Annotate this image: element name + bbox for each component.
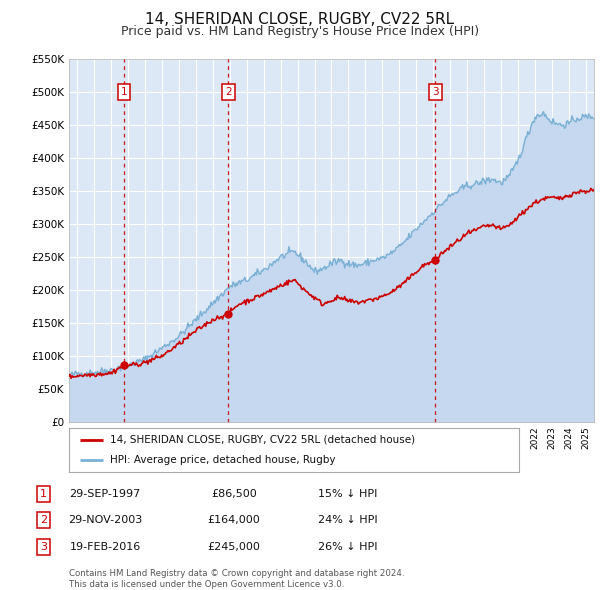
Text: £164,000: £164,000	[208, 516, 260, 525]
Text: 14, SHERIDAN CLOSE, RUGBY, CV22 5RL: 14, SHERIDAN CLOSE, RUGBY, CV22 5RL	[145, 12, 455, 27]
Text: 26% ↓ HPI: 26% ↓ HPI	[318, 542, 378, 552]
Text: 19-FEB-2016: 19-FEB-2016	[70, 542, 140, 552]
Text: Price paid vs. HM Land Registry's House Price Index (HPI): Price paid vs. HM Land Registry's House …	[121, 25, 479, 38]
Text: 29-NOV-2003: 29-NOV-2003	[68, 516, 142, 525]
Text: 2: 2	[40, 516, 47, 525]
Text: HPI: Average price, detached house, Rugby: HPI: Average price, detached house, Rugb…	[110, 455, 335, 465]
Text: 1: 1	[40, 489, 47, 499]
Text: 1: 1	[121, 87, 127, 97]
Text: 3: 3	[40, 542, 47, 552]
Text: £245,000: £245,000	[208, 542, 260, 552]
Text: 2: 2	[225, 87, 232, 97]
Text: 14, SHERIDAN CLOSE, RUGBY, CV22 5RL (detached house): 14, SHERIDAN CLOSE, RUGBY, CV22 5RL (det…	[110, 435, 415, 445]
Text: Contains HM Land Registry data © Crown copyright and database right 2024.
This d: Contains HM Land Registry data © Crown c…	[69, 569, 404, 589]
Text: 29-SEP-1997: 29-SEP-1997	[70, 489, 140, 499]
Text: 3: 3	[432, 87, 439, 97]
Text: £86,500: £86,500	[211, 489, 257, 499]
Text: 15% ↓ HPI: 15% ↓ HPI	[319, 489, 377, 499]
Text: 24% ↓ HPI: 24% ↓ HPI	[318, 516, 378, 525]
